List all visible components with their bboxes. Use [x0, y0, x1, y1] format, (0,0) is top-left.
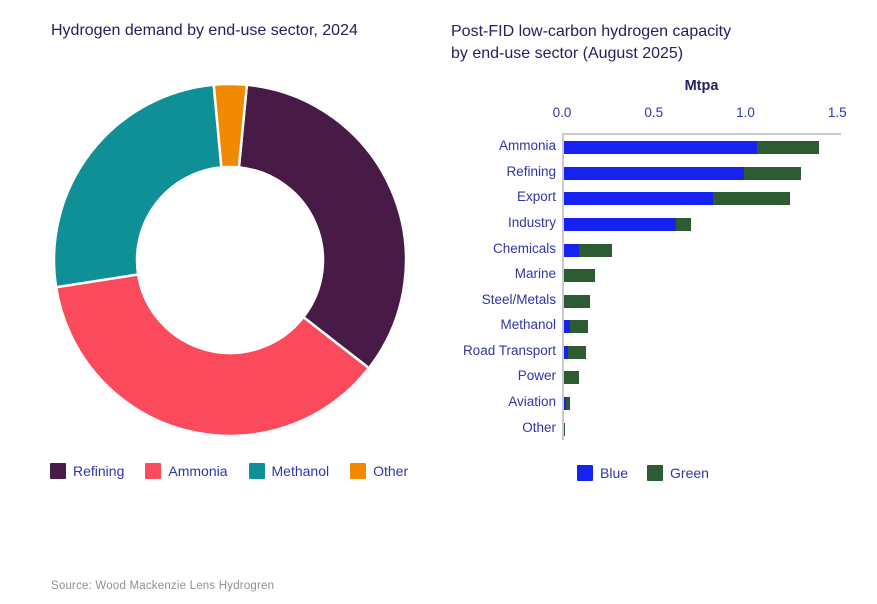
bar-legend-item-green: Green	[647, 465, 709, 481]
bar-chart-title-line1: Post-FID low-carbon hydrogen capacity	[451, 23, 732, 41]
bar-row-industry	[564, 212, 841, 238]
bar-segment-steel-metals-green	[564, 294, 590, 308]
bar-row-power	[564, 365, 841, 391]
donut-legend-item-methanol: Methanol	[248, 463, 330, 479]
donut-chart-title: Hydrogen demand by end-use sector, 2024	[51, 22, 358, 40]
bar-segment-industry-green	[675, 218, 691, 232]
donut-legend-label-methanol: Methanol	[271, 463, 330, 479]
bar-track-marine	[564, 269, 841, 283]
bar-segment-ammonia-blue	[564, 141, 757, 155]
bar-row-road-transport	[564, 340, 841, 366]
x-tick-0-5: 0.5	[644, 105, 664, 120]
donut-legend-label-refining: Refining	[73, 463, 125, 479]
bar-track-road-transport	[564, 345, 841, 359]
donut-legend: Refining Ammonia Methanol Other	[50, 463, 408, 479]
category-label-steel-metals: Steel/Metals	[481, 291, 556, 307]
bar-row-marine	[564, 263, 841, 289]
bar-legend-swatch-blue	[577, 465, 593, 481]
bar-row-other	[564, 416, 841, 442]
category-label-export: Export	[516, 189, 556, 205]
bar-track-ammonia	[564, 141, 841, 155]
bar-segment-chemicals-green	[578, 243, 612, 257]
bar-segment-aviation-blue	[564, 397, 566, 411]
donut-legend-swatch-refining	[50, 463, 66, 479]
donut-segment-ammonia	[54, 272, 371, 438]
bar-track-power	[564, 371, 841, 385]
x-axis-title: Mtpa	[684, 78, 719, 94]
donut-legend-item-other: Other	[350, 463, 408, 479]
bar-segment-refining-blue	[564, 166, 744, 180]
donut-segment-methanol	[52, 83, 223, 289]
x-axis-ticks: 0.0 0.5 1.0 1.5	[553, 105, 847, 122]
donut-legend-item-refining: Refining	[50, 463, 124, 479]
bar-row-ammonia	[564, 135, 841, 161]
x-tick-1-5: 1.5	[827, 105, 847, 120]
category-label-ammonia: Ammonia	[498, 138, 556, 154]
donut-legend-label-other: Other	[373, 463, 409, 479]
bar-track-steel-metals	[564, 294, 841, 308]
x-tick-1-0: 1.0	[736, 105, 755, 120]
bar-track-industry	[564, 218, 841, 232]
donut-legend-swatch-ammonia	[145, 463, 162, 479]
bar-legend: Blue Green	[577, 465, 709, 481]
category-label-chemicals: Chemicals	[492, 240, 556, 256]
bar-legend-label-blue: Blue	[600, 465, 629, 481]
bar-legend-item-blue: Blue	[577, 465, 628, 481]
donut-legend-item-ammonia: Ammonia	[145, 463, 228, 479]
bar-segment-export-blue	[564, 192, 713, 206]
bar-segment-road-transport-blue	[564, 345, 568, 359]
bar-row-aviation	[564, 391, 841, 417]
donut-chart	[52, 82, 408, 438]
bar-track-chemicals	[564, 243, 841, 257]
bar-chart-title-line2: by end-use sector (August 2025)	[451, 45, 684, 63]
source-note: Source: Wood Mackenzie Lens Hydrogren	[51, 580, 275, 592]
category-label-industry: Industry	[507, 215, 556, 231]
bar-segment-refining-green	[743, 166, 801, 180]
bar-segment-aviation-green	[565, 397, 571, 411]
bar-row-export	[564, 186, 841, 212]
category-label-marine: Marine	[514, 266, 556, 282]
donut-legend-swatch-methanol	[248, 463, 265, 479]
bar-segment-methanol-green	[569, 320, 588, 334]
bar-legend-swatch-green	[647, 465, 664, 481]
x-tick-0-0: 0.0	[552, 105, 572, 120]
category-label-road-transport: Road Transport	[462, 342, 556, 358]
category-label-power: Power	[517, 368, 556, 384]
category-label-methanol: Methanol	[500, 317, 556, 333]
bar-category-labels: Ammonia Refining Export Industry Chemicals Ma…	[418, 133, 556, 440]
bar-row-refining	[564, 161, 841, 187]
donut-segment-refining	[237, 83, 408, 370]
bar-track-aviation	[564, 397, 841, 411]
bar-segment-other-green	[564, 422, 565, 436]
bar-segment-industry-blue	[564, 218, 676, 232]
category-label-other: Other	[522, 419, 556, 435]
bar-chart-plot-area	[562, 133, 841, 440]
category-label-aviation: Aviation	[508, 394, 556, 410]
bar-segment-export-green	[712, 192, 790, 206]
bar-track-methanol	[564, 320, 841, 334]
category-label-refining: Refining	[506, 163, 556, 179]
bar-legend-label-green: Green	[670, 465, 709, 481]
bar-segment-ammonia-green	[756, 141, 820, 155]
bar-segment-marine-green	[564, 269, 596, 283]
bar-segment-methanol-blue	[564, 320, 570, 334]
donut-legend-label-ammonia: Ammonia	[168, 463, 228, 479]
bar-segment-road-transport-green	[567, 345, 586, 359]
bar-row-steel-metals	[564, 288, 841, 314]
bar-segment-chemicals-blue	[564, 243, 579, 257]
bar-row-chemicals	[564, 237, 841, 263]
bar-track-refining	[564, 166, 841, 180]
donut-segment-other	[212, 82, 249, 169]
bar-row-methanol	[564, 314, 841, 340]
bar-chart-title: Post-FID low-carbon hydrogen capacity by…	[451, 21, 731, 65]
donut-legend-swatch-other	[350, 463, 367, 479]
bar-track-export	[564, 192, 841, 206]
bar-segment-power-green	[564, 371, 579, 385]
bar-track-other	[564, 422, 841, 436]
